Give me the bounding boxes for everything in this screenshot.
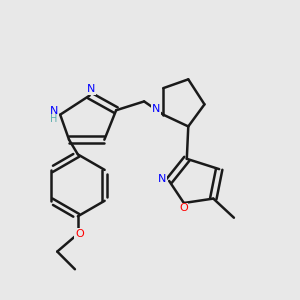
Text: N: N [152,104,160,114]
Text: N: N [87,84,95,94]
Text: O: O [75,229,84,239]
Text: O: O [179,203,188,213]
Text: N: N [50,106,58,116]
Text: N: N [158,174,166,184]
Text: H: H [50,114,57,124]
